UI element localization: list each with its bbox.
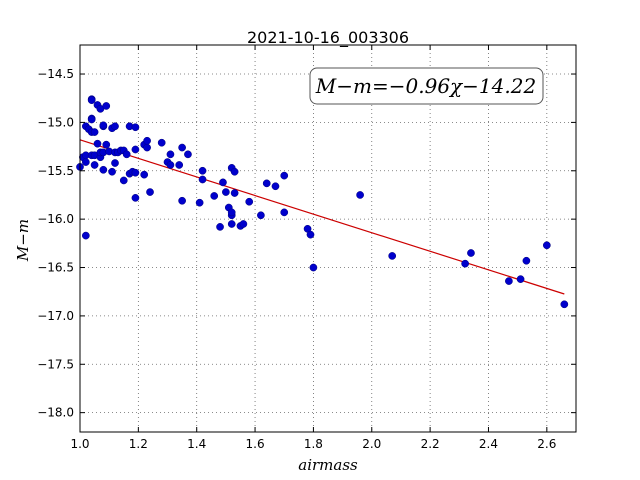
- data-point: [306, 230, 315, 239]
- fit-line-group: [79, 139, 565, 295]
- data-point: [157, 138, 166, 147]
- x-tick-label: 1.6: [246, 437, 265, 451]
- x-tick-labels: 1.0 1.2 1.4 1.6 1.8 2.0 2.2 2.4 2.6: [70, 437, 556, 451]
- data-point: [93, 139, 102, 148]
- data-point: [516, 275, 525, 283]
- y-tick-label: −16.0: [37, 212, 74, 226]
- data-point: [131, 145, 140, 154]
- data-point: [119, 176, 128, 185]
- data-point: [280, 208, 289, 217]
- x-tick-label: 1.8: [304, 437, 323, 451]
- data-point: [467, 249, 475, 257]
- data-point: [262, 179, 271, 188]
- data-point: [257, 211, 265, 220]
- data-point: [178, 143, 186, 152]
- data-point: [143, 136, 151, 145]
- data-point: [245, 197, 254, 206]
- data-point: [542, 241, 551, 250]
- data-point: [90, 128, 99, 136]
- data-point: [122, 150, 131, 159]
- x-tick-label: 1.0: [70, 437, 89, 451]
- data-point: [227, 208, 236, 217]
- y-tick-label: −14.5: [37, 67, 74, 81]
- data-point: [198, 166, 207, 175]
- data-point: [210, 192, 219, 200]
- x-axis-label: airmass: [298, 456, 358, 474]
- data-point: [505, 277, 513, 285]
- data-points: [76, 95, 569, 309]
- y-tick-label: −18.0: [37, 406, 74, 420]
- x-tick-label: 2.0: [362, 437, 381, 451]
- data-point: [271, 182, 280, 191]
- x-tick-label: 2.6: [537, 437, 556, 451]
- plot-frame: [79, 44, 577, 433]
- data-point: [90, 161, 99, 169]
- data-point: [230, 189, 239, 197]
- y-tick-label: −15.0: [37, 115, 74, 129]
- annotation-text: M−m=−0.96χ−14.22: [315, 74, 536, 98]
- y-tick-label: −16.5: [37, 261, 74, 275]
- x-tick-label: 1.4: [187, 437, 206, 451]
- data-point: [388, 252, 397, 260]
- data-point: [239, 220, 248, 228]
- x-tick-label: 2.2: [421, 437, 440, 451]
- data-point: [522, 256, 531, 265]
- data-point: [461, 259, 469, 268]
- data-point: [111, 122, 119, 131]
- data-point: [99, 165, 108, 174]
- data-point: [102, 140, 111, 149]
- data-point: [111, 159, 119, 167]
- data-point: [166, 150, 175, 159]
- y-tick-label: −17.0: [37, 309, 74, 323]
- y-tick-label: −15.5: [37, 164, 74, 178]
- data-point: [280, 171, 289, 180]
- data-point: [560, 300, 569, 309]
- data-point: [184, 150, 192, 159]
- y-tick-label: −17.5: [37, 357, 74, 371]
- data-point: [166, 161, 175, 169]
- ticks: [79, 45, 576, 432]
- data-point: [87, 96, 96, 104]
- data-point: [216, 223, 224, 231]
- y-axis-label: M−m: [14, 219, 32, 262]
- data-point: [222, 188, 230, 196]
- data-point: [219, 178, 227, 187]
- data-point: [195, 198, 204, 207]
- data-point: [99, 121, 108, 130]
- data-point: [356, 191, 364, 199]
- data-point: [102, 102, 111, 110]
- data-point: [140, 170, 149, 179]
- chart-title: 2021-10-16_003306: [247, 28, 409, 48]
- data-point: [146, 188, 154, 196]
- data-point: [227, 220, 236, 228]
- data-point: [131, 194, 140, 202]
- x-tick-label: 1.2: [129, 437, 148, 451]
- data-point: [131, 123, 140, 132]
- data-point: [175, 161, 184, 169]
- data-point: [230, 167, 239, 176]
- x-tick-label: 2.4: [479, 437, 498, 451]
- data-point: [309, 263, 318, 272]
- equation-annotation: M−m=−0.96χ−14.22: [309, 67, 544, 105]
- fit-line: [79, 139, 565, 295]
- data-point: [108, 167, 116, 176]
- y-tick-labels: −14.5 −15.0 −15.5 −16.0 −16.5 −17.0 −17.5 −18.0: [37, 67, 74, 420]
- data-point: [198, 175, 207, 184]
- data-point: [143, 143, 151, 152]
- annotation-box: [309, 67, 544, 105]
- data-point: [81, 231, 90, 240]
- data-point: [178, 196, 186, 205]
- data-point: [131, 168, 140, 177]
- data-point: [81, 158, 90, 166]
- data-point: [87, 115, 96, 124]
